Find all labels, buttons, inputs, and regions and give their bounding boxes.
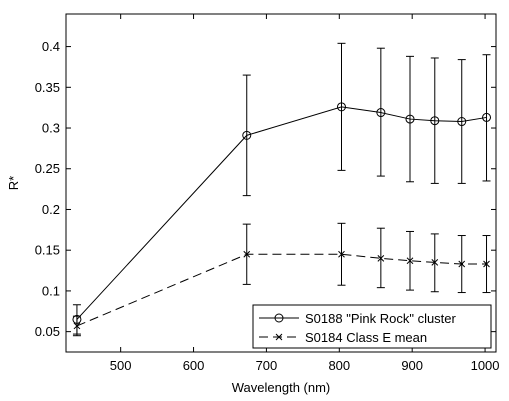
x-tick-label: 500 (110, 358, 132, 373)
legend: S0188 "Pink Rock" cluster S0184 Class E m… (252, 304, 492, 349)
y-tick-label: 0.2 (42, 202, 60, 217)
circle-marker (274, 313, 284, 323)
x-marker (483, 260, 490, 268)
x-marker (73, 322, 81, 330)
legend-box (252, 304, 492, 349)
x-marker (406, 257, 414, 265)
series-group (72, 222, 491, 337)
x-tick-label: 700 (256, 358, 278, 373)
y-tick-label: 0.05 (35, 324, 60, 339)
x-marker (275, 333, 283, 341)
circle-marker (405, 114, 415, 124)
x-marker (377, 254, 385, 262)
y-tick-label: 0.4 (42, 39, 60, 54)
circle-marker (336, 102, 346, 112)
y-axis-label: R* (6, 176, 21, 190)
legend-label: S0184 Class E mean (305, 330, 427, 345)
y-axis: 0.05 0.1 0.15 0.2 0.25 0.3 0.35 0.4 (35, 39, 496, 339)
x-marker (338, 250, 345, 258)
y-tick-label: 0.35 (35, 80, 60, 95)
series-layer (72, 42, 492, 337)
x-tick-label: 1000 (471, 358, 500, 373)
series-line (76, 253, 487, 327)
circle-marker (457, 117, 467, 127)
x-marker (243, 250, 251, 258)
x-marker (458, 260, 466, 268)
y-tick-label: 0.25 (35, 161, 60, 176)
y-tick-label: 0.15 (35, 243, 60, 258)
x-tick-label: 800 (328, 358, 350, 373)
circle-marker (430, 116, 440, 126)
circle-marker (482, 112, 492, 122)
x-tick-label: 900 (401, 358, 423, 373)
x-axis-label: Wavelength (nm) (232, 380, 331, 395)
circle-marker (376, 108, 386, 118)
circle-marker (242, 130, 252, 140)
legend-label: S0188 "Pink Rock" cluster (305, 311, 457, 326)
y-tick-label: 0.1 (42, 283, 60, 298)
plot-area (65, 13, 497, 353)
x-marker (431, 259, 439, 266)
x-tick-label: 600 (183, 358, 205, 373)
y-tick-label: 0.3 (42, 121, 60, 136)
